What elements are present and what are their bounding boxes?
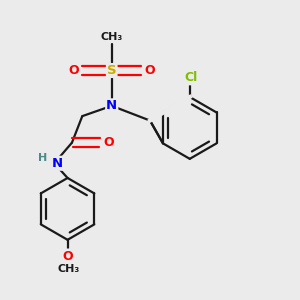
- Text: O: O: [62, 250, 73, 262]
- Text: O: O: [144, 64, 155, 77]
- Text: N: N: [106, 99, 117, 112]
- Text: H: H: [38, 153, 47, 163]
- Text: CH₃: CH₃: [58, 264, 80, 274]
- Text: CH₃: CH₃: [100, 32, 123, 42]
- Text: Cl: Cl: [184, 71, 198, 84]
- Text: N: N: [52, 157, 63, 170]
- Text: O: O: [69, 64, 79, 77]
- Text: O: O: [103, 136, 114, 149]
- Text: S: S: [107, 64, 116, 77]
